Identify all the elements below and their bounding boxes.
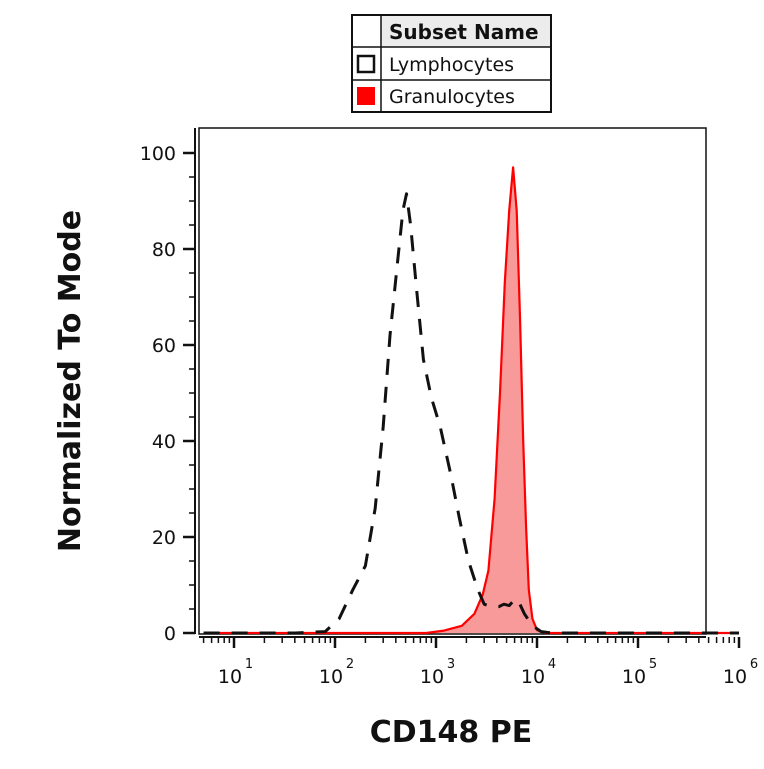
x-tick-exponent: 6: [750, 657, 758, 672]
y-tick-label: 80: [152, 239, 176, 261]
y-tick-label: 40: [152, 431, 176, 453]
y-tick-label: 100: [140, 143, 176, 165]
granulocytes-legend-swatch: [357, 87, 375, 105]
legend-header-fill: [381, 16, 550, 47]
x-tick-label: 10: [420, 666, 444, 688]
x-axis-title: CD148 PE: [370, 715, 532, 750]
lymphocytes-legend-label: Lymphocytes: [389, 54, 514, 76]
x-tick-exponent: 1: [245, 657, 253, 672]
y-tick-label: 20: [152, 527, 176, 549]
series-layer: [203, 166, 740, 635]
y-tick-label: 60: [152, 335, 176, 357]
lymphocytes-legend-swatch: [356, 54, 376, 74]
y-tick-label: 0: [164, 623, 176, 645]
y-axis: 0 20 40 60 80 100: [140, 128, 196, 645]
granulocytes-legend-label: Granulocytes: [389, 86, 515, 108]
legend-title: Subset Name: [389, 20, 539, 44]
plot-frame: [198, 127, 707, 635]
x-tick-label: 10: [521, 666, 545, 688]
legend: Subset Name Lymphocytes Granulocytes: [351, 14, 552, 113]
x-tick-label: 10: [218, 666, 242, 688]
granulocytes-series-fill: [203, 167, 740, 633]
x-tick-exponent: 2: [346, 657, 354, 672]
x-tick-exponent: 5: [649, 657, 657, 672]
x-tick-label: 10: [622, 666, 646, 688]
x-tick-exponent: 4: [548, 657, 556, 672]
x-tick-exponent: 3: [447, 657, 455, 672]
granulocytes-series-line: [203, 166, 739, 635]
x-tick-label: 10: [723, 666, 747, 688]
y-axis-title: Normalized To Mode: [53, 210, 88, 552]
lymphocytes-series-line: [203, 192, 739, 635]
x-tick-label: 10: [319, 666, 343, 688]
